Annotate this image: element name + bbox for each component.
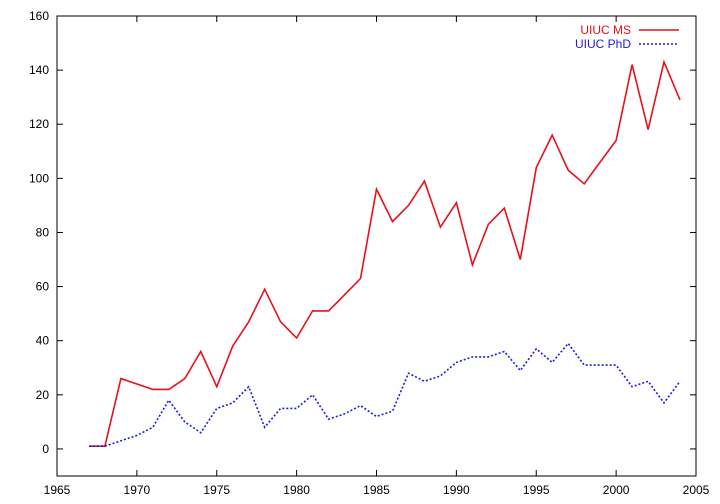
series-line-uiuc-ms <box>89 59 681 448</box>
y-tick-label: 140 <box>29 63 49 77</box>
x-tick-label: 1990 <box>443 483 470 497</box>
y-tick-label: 20 <box>36 388 50 402</box>
legend-label: UIUC MS <box>580 23 631 37</box>
y-tick-label: 0 <box>42 442 49 456</box>
series-lines <box>89 59 681 448</box>
y-tick-label: 80 <box>36 225 50 239</box>
x-tick-label: 1970 <box>124 483 151 497</box>
y-tick-label: 100 <box>29 171 49 185</box>
x-tick-label: 1980 <box>283 483 310 497</box>
x-tick-label: 2000 <box>603 483 630 497</box>
y-tick-label: 60 <box>36 280 50 294</box>
plot-frame <box>56 15 697 477</box>
y-tick-label: 160 <box>29 9 49 23</box>
x-tick-label: 1975 <box>203 483 230 497</box>
x-tick-label: 1995 <box>523 483 550 497</box>
y-tick-label: 120 <box>29 117 49 131</box>
x-tick-label: 1965 <box>44 483 71 497</box>
series-line-uiuc-phd <box>89 342 681 448</box>
axis-ticks: 1965 1970 1975 1980 1985 1990 1995 2000 2005 0 20 4… <box>29 9 710 497</box>
x-tick-label: 2005 <box>683 483 710 497</box>
legend-label: UIUC PhD <box>575 37 631 51</box>
y-tick-label: 40 <box>36 334 50 348</box>
x-tick-label: 1985 <box>363 483 390 497</box>
